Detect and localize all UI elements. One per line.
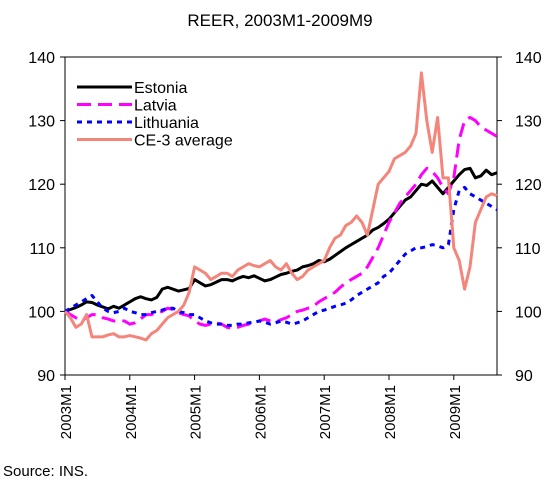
- x-tick-label: 2009M1: [447, 385, 464, 439]
- y-tick-label: 100: [28, 304, 55, 321]
- x-tick-label: 2006M1: [252, 385, 269, 439]
- x-tick-label: 2008M1: [382, 385, 399, 439]
- y2-tick-label: 100: [515, 304, 542, 321]
- x-tick-label: 2003M1: [58, 385, 75, 439]
- y-tick-label: 140: [28, 50, 55, 67]
- x-tick-label: 2007M1: [317, 385, 334, 439]
- y-tick-label: 130: [28, 114, 55, 131]
- y2-tick-label: 120: [515, 177, 542, 194]
- x-tick-label: 2005M1: [188, 385, 205, 439]
- legend-label: Lithuania: [134, 115, 199, 132]
- y2-tick-label: 130: [515, 114, 542, 131]
- y-tick-label: 110: [29, 241, 55, 258]
- y2-tick-label: 110: [515, 241, 541, 258]
- series-line: [64, 185, 498, 327]
- y-tick-label: 90: [37, 368, 55, 385]
- legend-label: CE-3 average: [134, 133, 233, 150]
- series-line: [63, 71, 498, 342]
- source-note: Source: INS.: [3, 463, 88, 480]
- plot-area: [64, 56, 498, 376]
- chart-title: REER, 2003M1-2009M9: [187, 11, 372, 30]
- legend-label: Estonia: [134, 80, 187, 97]
- series-line: [64, 115, 498, 331]
- y2-tick-label: 140: [515, 50, 542, 67]
- series-line: [64, 166, 498, 313]
- y2-tick-label: 90: [515, 368, 533, 385]
- x-tick-label: 2004M1: [123, 385, 140, 439]
- legend-label: Latvia: [134, 98, 177, 115]
- y-tick-label: 120: [28, 177, 55, 194]
